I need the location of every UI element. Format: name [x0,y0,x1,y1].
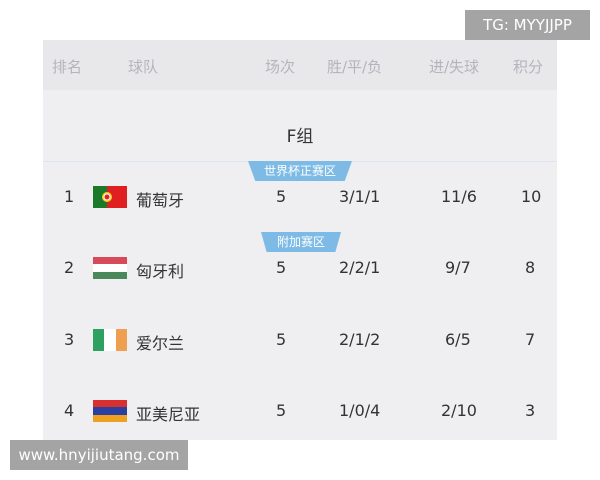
points: 7 [525,330,536,349]
group-title: F组 [286,127,314,147]
wdl: 2/1/2 [339,330,381,349]
zone-badge-qualify: 世界杯正赛区 [248,161,352,181]
team-name: 匈牙利 [136,262,185,281]
goals: 9/7 [445,258,471,277]
standings-table: 排名 球队 场次 胜/平/负 进/失球 积分 F组 世界杯正赛区 附加赛区 1 … [43,40,557,440]
table-row: 1 葡萄牙 5 3/1/1 11/6 10 [43,182,557,212]
wdl: 3/1/1 [339,187,381,206]
team-name: 葡萄牙 [136,191,185,210]
hungary-flag-icon [93,257,127,279]
played: 5 [276,187,287,206]
rank: 1 [64,187,75,206]
goals: 6/5 [445,330,471,349]
rank: 3 [64,330,75,349]
points: 8 [525,258,536,277]
header-goals: 进/失球 [429,58,480,76]
zone-badge-playoff: 附加赛区 [261,232,341,252]
header-points: 积分 [513,58,544,76]
rank: 4 [64,401,75,420]
table-header: 排名 球队 场次 胜/平/负 进/失球 积分 [43,40,557,90]
team-name: 亚美尼亚 [136,405,201,424]
played: 5 [276,330,287,349]
points: 3 [525,401,536,420]
played: 5 [276,401,287,420]
header-wdl: 胜/平/负 [327,58,383,76]
played: 5 [276,258,287,277]
wdl: 1/0/4 [339,401,381,420]
watermark-site: www.hnyijiutang.com [10,440,188,470]
wdl: 2/2/1 [339,258,381,277]
header-team: 球队 [128,58,159,76]
armenia-flag-icon [93,400,127,422]
table-row: 2 匈牙利 5 2/2/1 9/7 8 [43,253,557,283]
header-played: 场次 [265,58,296,76]
points: 10 [521,187,542,206]
header-rank: 排名 [52,58,83,76]
table-row: 3 爱尔兰 5 2/1/2 6/5 7 [43,325,557,355]
goals: 11/6 [441,187,477,206]
table-row: 4 亚美尼亚 5 1/0/4 2/10 3 [43,396,557,426]
portugal-flag-icon [93,186,127,208]
team-name: 爱尔兰 [136,334,185,353]
watermark-tg: TG: MYYJJPP [465,10,590,40]
rank: 2 [64,258,75,277]
ireland-flag-icon [93,329,127,351]
goals: 2/10 [441,401,477,420]
